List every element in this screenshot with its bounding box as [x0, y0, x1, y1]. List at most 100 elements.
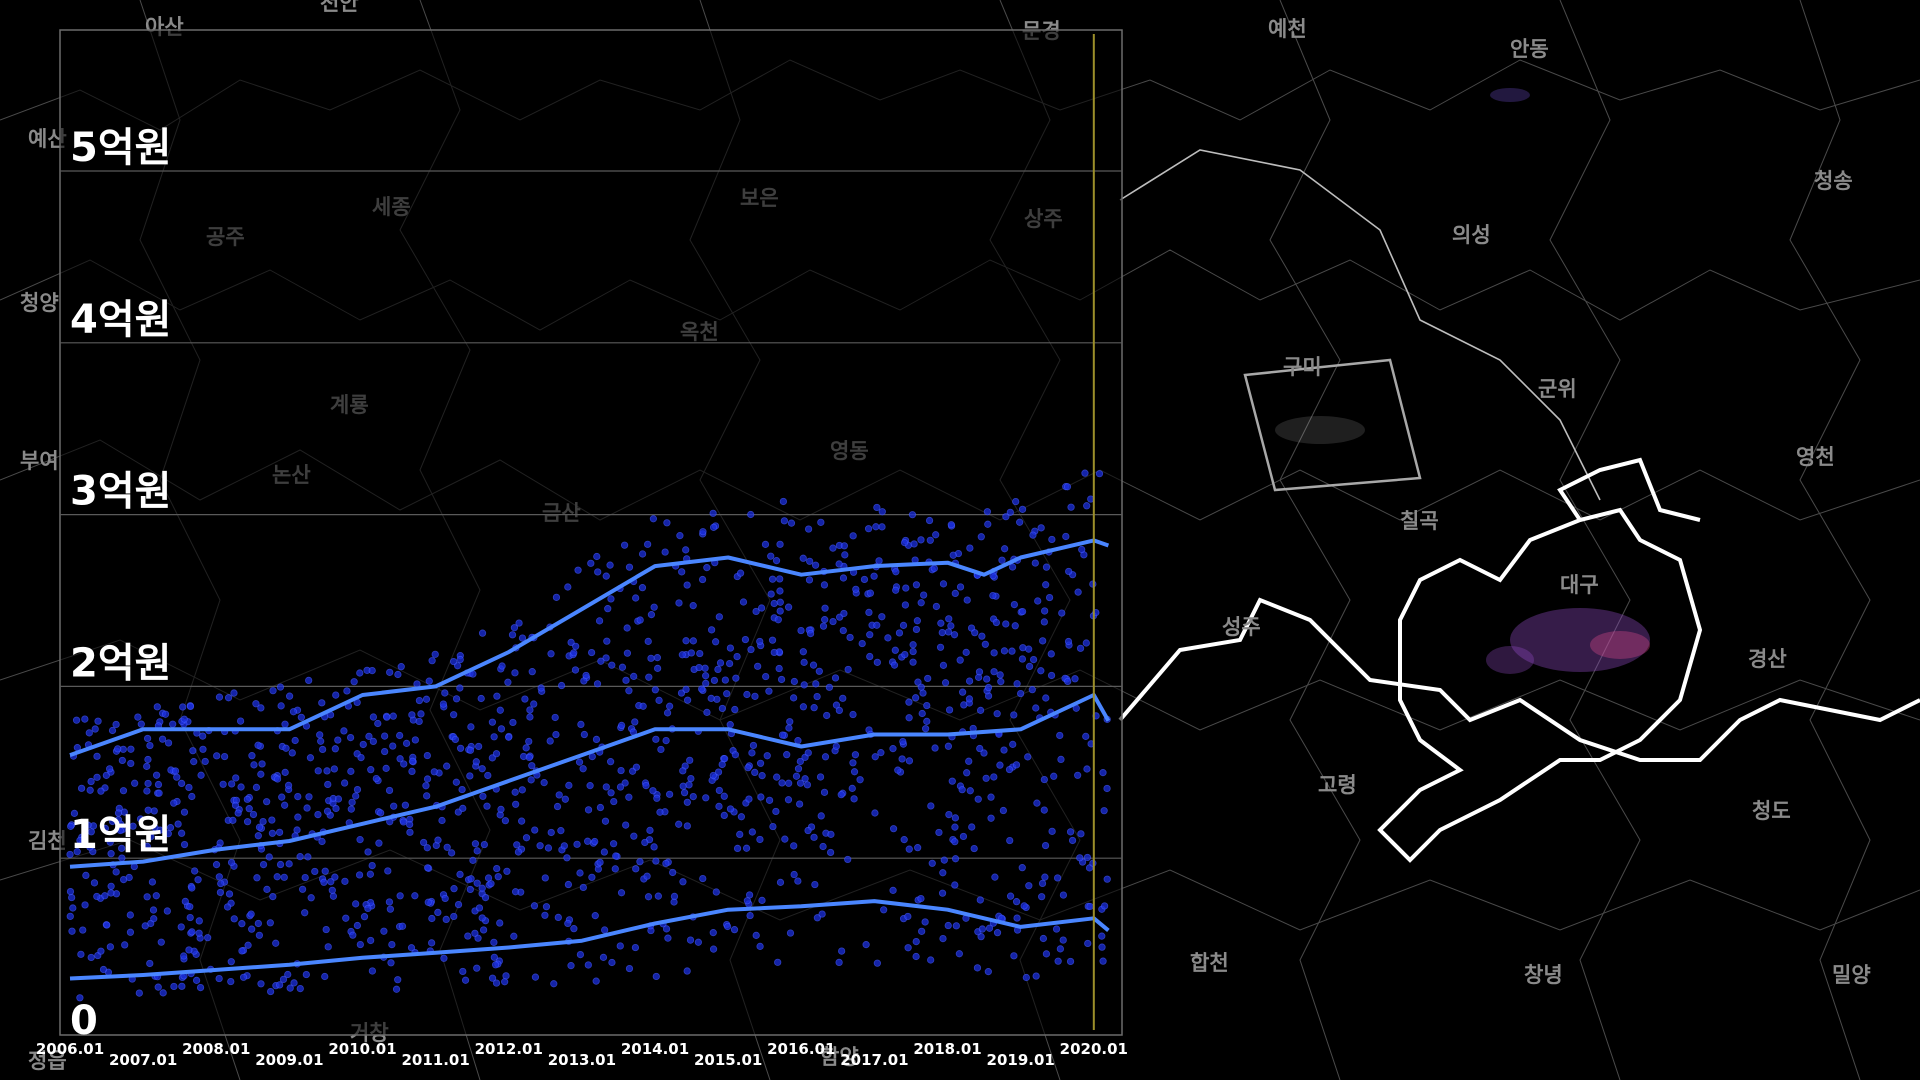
scatter-point [748, 749, 756, 757]
series-line [69, 899, 1110, 981]
scatter-point [860, 575, 869, 584]
scatter-point [675, 820, 683, 828]
scatter-point [924, 674, 932, 683]
scatter-point [1042, 694, 1050, 702]
scatter-point [473, 879, 481, 887]
scatter-point [1047, 650, 1055, 658]
scatter-point [871, 809, 879, 817]
scatter-point [858, 639, 866, 648]
scatter-point [821, 616, 829, 624]
scatter-point [663, 519, 671, 527]
scatter-point [119, 787, 128, 795]
scatter-point [473, 847, 481, 855]
scatter-point [425, 677, 433, 685]
scatter-point [221, 752, 229, 761]
scatter-point [277, 702, 285, 710]
scatter-point [279, 975, 288, 984]
scatter-point [1008, 563, 1017, 571]
scatter-point [1040, 618, 1048, 626]
scatter-point [938, 889, 947, 897]
scatter-point [389, 712, 397, 720]
scatter-point [401, 801, 409, 809]
scatter-point [710, 676, 719, 685]
scatter-point [245, 805, 253, 813]
scatter-point [239, 973, 248, 981]
scatter-point [694, 938, 702, 946]
scatter-point [952, 922, 960, 930]
scatter-point [367, 936, 375, 945]
y-tick-label: 5억원 [70, 125, 171, 171]
scatter-point [610, 797, 618, 806]
scatter-point [434, 908, 442, 917]
scatter-point [612, 852, 620, 860]
scatter-point [247, 910, 255, 918]
scatter-point [776, 575, 784, 583]
scatter-point [273, 873, 281, 881]
scatter-point [381, 747, 389, 756]
guminset-box [1243, 358, 1422, 492]
scatter-point [920, 591, 928, 599]
scatter-point [866, 589, 874, 597]
scatter-point [153, 703, 161, 711]
scatter-point [976, 744, 984, 753]
scatter-point [511, 788, 519, 796]
scatter-point [596, 858, 604, 866]
scatter-point [1029, 531, 1037, 539]
scatter-point [610, 840, 618, 848]
scatter-point [839, 694, 847, 702]
scatter-point [864, 525, 873, 533]
scatter-point [320, 878, 328, 886]
scatter-point [587, 559, 595, 567]
scatter-point [450, 885, 458, 893]
scatter-point [107, 850, 115, 858]
y-tick-label: 3억원 [70, 469, 171, 515]
scatter-point [434, 836, 442, 844]
scatter-point [307, 894, 315, 902]
scatter-point [302, 970, 310, 979]
scatter-point [678, 568, 686, 576]
scatter-point [710, 523, 718, 531]
scatter-point [230, 689, 238, 697]
scatter-point [1083, 853, 1092, 862]
scatter-point [558, 681, 566, 690]
scatter-point [479, 792, 487, 800]
scatter-point [726, 644, 735, 652]
scatter-point [970, 844, 978, 853]
scatter-point [1031, 559, 1039, 567]
scatter-point [127, 745, 135, 753]
scatter-point [1033, 799, 1041, 807]
scatter-point [685, 781, 693, 789]
scatter-point [703, 564, 711, 572]
scatter-point [850, 795, 858, 803]
scatter-point [800, 658, 808, 666]
scatter-point [978, 632, 986, 640]
x-tick-label: 2014.01 [621, 1040, 689, 1058]
scatter-point [284, 970, 292, 979]
scatter-point [985, 924, 994, 932]
scatter-point [1103, 784, 1111, 793]
scatter-point [1067, 503, 1075, 511]
scatter-point [1010, 711, 1018, 719]
scatter-point [557, 827, 565, 835]
scatter-point [284, 781, 293, 789]
scatter-point [602, 572, 610, 580]
scatter-point [305, 676, 313, 684]
scatter-point [93, 752, 101, 760]
scatter-point [805, 576, 814, 584]
scatter-point [259, 817, 267, 826]
scatter-point [1022, 973, 1030, 982]
scatter-point [862, 941, 870, 949]
scatter-point [996, 761, 1004, 769]
scatter-point [785, 724, 793, 732]
scatter-point [143, 842, 151, 850]
scatter-points [66, 469, 1111, 1002]
scatter-point [443, 843, 451, 851]
scatter-point [112, 720, 120, 729]
scatter-point [352, 792, 360, 800]
scatter-point [645, 673, 653, 681]
scatter-point [723, 922, 732, 931]
scatter-point [950, 631, 959, 639]
scatter-point [424, 864, 432, 872]
scatter-point [150, 915, 158, 923]
scatter-point [785, 779, 793, 787]
